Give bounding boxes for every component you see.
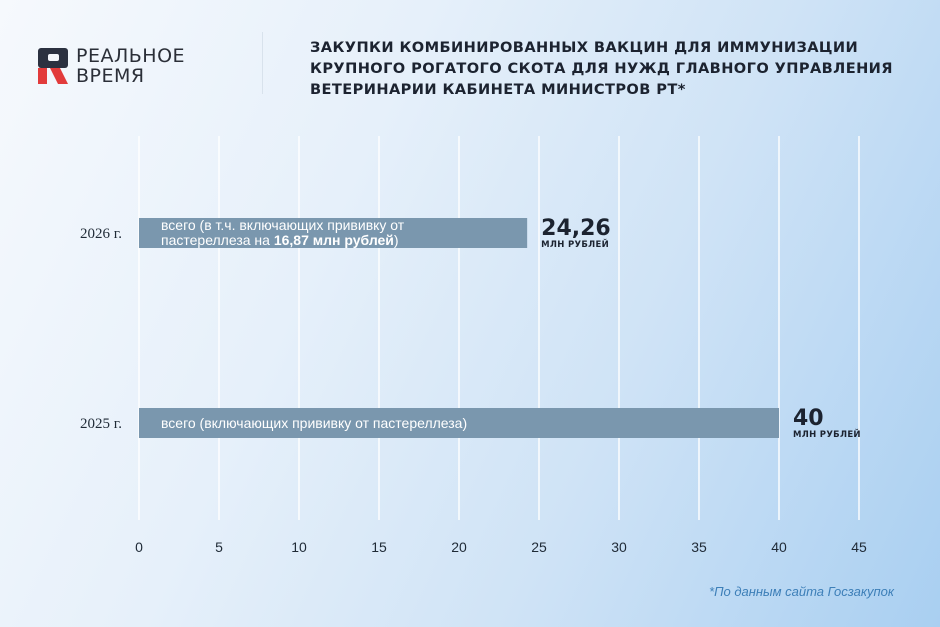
logo-text: РЕАЛЬНОЕ ВРЕМЯ: [76, 46, 185, 86]
bar: [139, 408, 779, 438]
chart-title: ЗАКУПКИ КОМБИНИРОВАННЫХ ВАКЦИН ДЛЯ ИММУН…: [310, 39, 893, 98]
x-tick-label: 40: [771, 539, 787, 555]
grid-lines: [138, 136, 860, 520]
category-label: 2025 г.: [80, 416, 122, 432]
header-divider: [262, 32, 263, 94]
x-tick-label: 30: [611, 539, 627, 555]
x-tick-label: 5: [215, 539, 223, 555]
x-tick-label: 15: [371, 539, 387, 555]
brand-logo[interactable]: РЕАЛЬНОЕ ВРЕМЯ: [38, 46, 185, 86]
data-label-value: 24,26: [541, 216, 611, 241]
source-footnote: *По данным сайта Госзакупок: [709, 584, 894, 599]
x-tick-label: 35: [691, 539, 707, 555]
category-label: 2026 г.: [80, 226, 122, 242]
bar-note-line-2: пастереллеза на 16,87 млн рублей): [161, 232, 399, 248]
x-tick-label: 0: [135, 539, 143, 555]
bar-note: всего (включающих прививку от пастерелле…: [161, 415, 467, 431]
x-tick-label: 45: [851, 539, 867, 555]
x-tick-label: 10: [291, 539, 307, 555]
x-axis-ticks: 0 5 10 15 20 25 30 35 40 45: [135, 539, 867, 555]
logo-line-1: РЕАЛЬНОЕ: [76, 45, 186, 67]
bars: 2026 г. всего (в т.ч. включающих прививку…: [80, 216, 861, 440]
data-label-value: 40: [793, 406, 824, 431]
logo-mark-icon: [38, 48, 68, 84]
bar: [139, 218, 528, 248]
data-label-unit: МЛН РУБЛЕЙ: [793, 428, 861, 440]
bar-note-line-1: всего (в т.ч. включающих прививку от: [161, 217, 405, 233]
x-tick-label: 20: [451, 539, 467, 555]
logo-line-2: ВРЕМЯ: [76, 65, 145, 87]
data-label-unit: МЛН РУБЛЕЙ: [541, 238, 609, 250]
x-tick-label: 25: [531, 539, 547, 555]
